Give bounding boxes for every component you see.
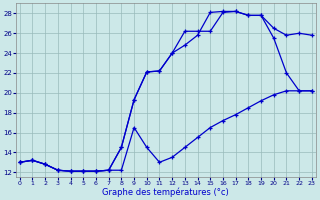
X-axis label: Graphe des températures (°c): Graphe des températures (°c) — [102, 187, 229, 197]
